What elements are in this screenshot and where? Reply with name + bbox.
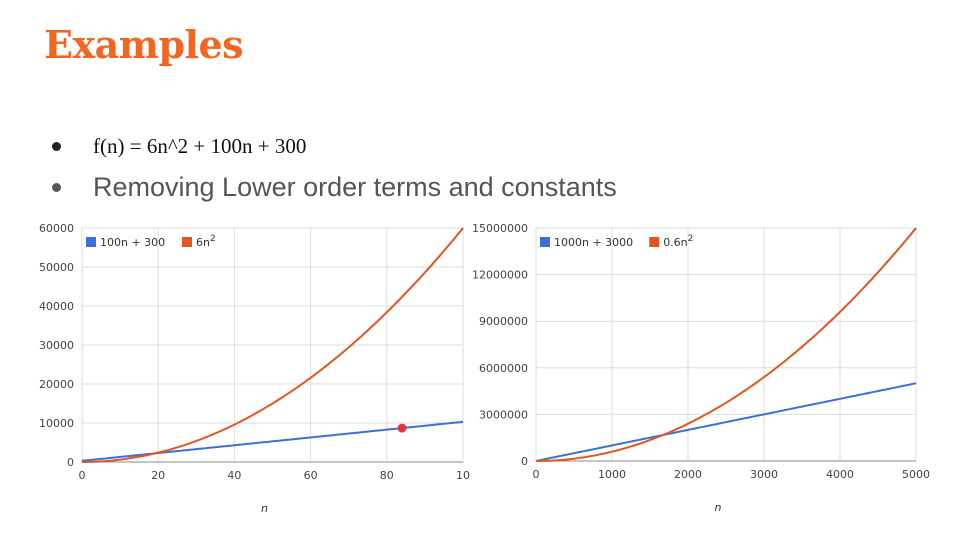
x-tick-label: 2000 — [674, 468, 702, 481]
x-tick-label: 60 — [304, 469, 318, 482]
series-line-linear — [535, 382, 917, 462]
chart-right: 0 1000 2000 3000 4000 5000 0 3000000 6000000 9000… — [472, 222, 930, 514]
slide-title: Examples — [44, 22, 244, 67]
x-tick-label: 20 — [151, 469, 165, 482]
x-tick-label: 3000 — [750, 468, 778, 481]
y-tick-label: 6000000 — [479, 362, 528, 375]
bullet-dot — [52, 142, 61, 151]
y-tick-label: 3000000 — [479, 408, 528, 421]
y-tick-label: 40000 — [39, 300, 74, 313]
legend-swatch — [182, 237, 192, 247]
y-tick-label: 0 — [521, 455, 528, 468]
series-line-quadratic — [536, 227, 917, 462]
x-axis-label: n — [715, 501, 722, 514]
plot-area — [535, 227, 917, 462]
bullet-removing-terms-text: Removing Lower order terms and constants — [93, 172, 617, 202]
y-tick-label: 30000 — [39, 339, 74, 352]
x-tick-label: 10 — [456, 469, 470, 482]
x-tick-label: 1000 — [598, 468, 626, 481]
legend-swatch — [649, 237, 660, 247]
x-tick-label: 0 — [533, 468, 540, 481]
highlight-point — [397, 423, 407, 433]
x-tick-label: 40 — [227, 469, 241, 482]
legend-swatch — [540, 237, 550, 247]
y-tick-label: 10000 — [39, 417, 74, 430]
legend-label: 0.6n2 — [663, 234, 693, 249]
bullet-formula: f(n) = 6n^2 + 100n + 300 — [52, 134, 306, 159]
chart-left: 0 20 40 60 80 1001000020000300004000050000600… — [39, 222, 470, 515]
y-tick-label: 0 — [67, 456, 74, 469]
x-tick-label: 0 — [79, 469, 86, 482]
series-line-quadratic — [82, 227, 464, 463]
bullet-dot — [52, 183, 61, 192]
legend-label: 1000n + 3000 — [554, 236, 633, 249]
x-tick-label: 5000 — [902, 468, 930, 481]
y-tick-label: 50000 — [39, 261, 74, 274]
legend-label: 6n2 — [196, 234, 216, 249]
bullet-formula-text: f(n) = 6n^2 + 100n + 300 — [93, 134, 307, 158]
x-tick-label: 4000 — [826, 468, 854, 481]
bullet-removing-terms: Removing Lower order terms and constants — [52, 172, 617, 203]
y-tick-label: 12000000 — [472, 269, 528, 282]
legend-swatch — [86, 237, 96, 247]
y-tick-label: 20000 — [39, 378, 74, 391]
x-axis-label: n — [261, 502, 268, 515]
y-tick-label: 60000 — [39, 222, 74, 235]
legend-label: 100n + 300 — [100, 236, 165, 249]
y-tick-label: 9000000 — [479, 315, 528, 328]
x-tick-label: 80 — [380, 469, 394, 482]
y-tick-label: 15000000 — [472, 222, 528, 235]
